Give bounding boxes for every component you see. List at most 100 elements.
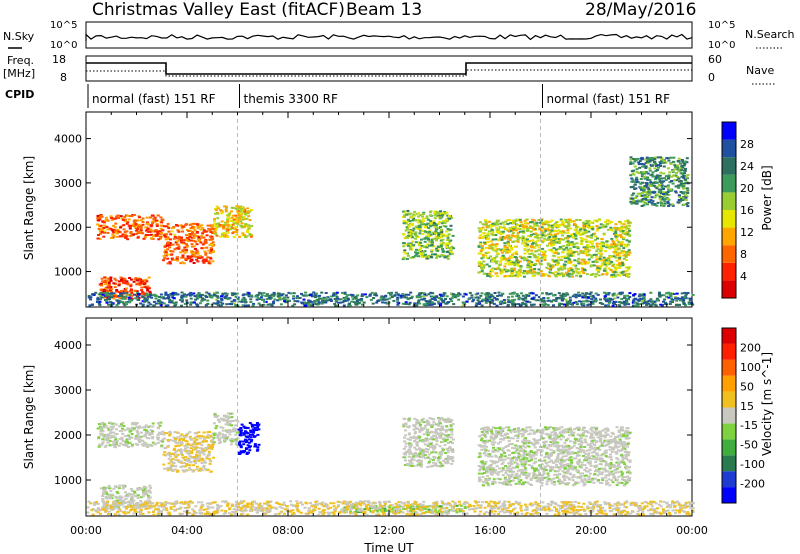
echo-cell: [118, 283, 121, 286]
echo-cell: [533, 219, 537, 222]
echo-cell: [439, 304, 443, 307]
echo-cell: [506, 298, 510, 301]
echo-cell: [594, 297, 598, 300]
echo-cell: [526, 243, 530, 246]
echo-cell: [339, 298, 343, 301]
echo-cell: [130, 436, 133, 439]
echo-cell: [226, 224, 230, 227]
echo-cell: [510, 229, 513, 232]
echo-cell: [249, 301, 253, 303]
echo-cell: [539, 259, 543, 262]
echo-cell: [283, 300, 286, 303]
echo-cell: [518, 230, 522, 233]
echo-cell: [418, 249, 422, 252]
echo-cell: [614, 246, 618, 249]
echo-cell: [103, 423, 107, 426]
echo-cell: [596, 237, 599, 240]
echo-cell: [660, 192, 664, 195]
echo-cell: [96, 237, 100, 240]
echo-cell: [412, 217, 416, 220]
echo-cell: [192, 239, 196, 242]
echo-cell: [662, 165, 666, 168]
echo-cell: [499, 256, 503, 259]
echo-cell: [389, 292, 393, 295]
echo-cell: [126, 214, 130, 217]
echo-cell: [450, 292, 454, 295]
echo-cell: [612, 263, 616, 266]
echo-cell: [567, 224, 571, 227]
echo-cell: [160, 301, 164, 304]
echo-cell: [655, 299, 659, 302]
echo-cell: [115, 497, 119, 500]
echo-cell: [436, 222, 440, 225]
echo-cell: [571, 295, 575, 298]
echo-cell: [679, 200, 682, 203]
echo-cell: [509, 260, 513, 263]
echo-cell: [446, 214, 450, 217]
echo-cell: [566, 237, 570, 240]
echo-cell: [435, 211, 439, 214]
echo-cell: [296, 300, 300, 303]
echo-cell: [578, 219, 582, 221]
echo-cell: [431, 292, 435, 295]
echo-cell: [682, 191, 686, 194]
echo-cell: [550, 264, 554, 267]
echo-cell: [198, 225, 202, 228]
echo-cell: [505, 270, 509, 273]
echo-cell: [199, 228, 203, 231]
echo-cell: [532, 296, 536, 299]
echo-cell: [137, 223, 141, 226]
nave-tick-bottom: 0: [708, 71, 715, 84]
echo-cell: [654, 175, 658, 178]
echo-cell: [199, 255, 202, 257]
echo-cell: [503, 300, 506, 303]
echo-cell: [606, 244, 610, 247]
echo-cell: [407, 212, 411, 215]
echo-cell: [562, 303, 566, 306]
echo-cell: [166, 248, 170, 251]
echo-cell: [656, 156, 660, 159]
echo-cell: [530, 239, 534, 242]
echo-cell: [194, 436, 198, 438]
echo-cell: [523, 244, 527, 247]
echo-cell: [660, 304, 664, 307]
echo-cell: [396, 298, 400, 301]
echo-cell: [121, 277, 125, 280]
echo-cell: [343, 291, 347, 294]
echo-cell: [643, 187, 647, 190]
echo-cell: [445, 220, 449, 223]
echo-cell: [674, 191, 678, 194]
echo-cell: [532, 270, 536, 273]
echo-cell: [559, 218, 563, 221]
echo-cell: [641, 194, 645, 197]
echo-cell: [296, 296, 300, 299]
echo-cell: [635, 181, 639, 183]
echo-cell: [487, 273, 490, 276]
echo-cell: [552, 239, 556, 242]
echo-cell: [286, 296, 290, 299]
echo-cell: [175, 243, 179, 246]
echo-cell: [231, 294, 235, 297]
echo-cell: [303, 301, 306, 304]
echo-cell: [557, 302, 561, 305]
echo-cell: [405, 226, 409, 229]
echo-cell: [491, 231, 495, 234]
echo-cell: [411, 232, 415, 235]
echo-cell: [412, 213, 416, 216]
echo-cell: [674, 190, 678, 193]
echo-cell: [199, 468, 202, 471]
echo-cell: [396, 301, 400, 304]
echo-cell: [557, 292, 561, 295]
echo-cell: [568, 262, 572, 265]
echo-cell: [112, 444, 116, 447]
echo-cell: [409, 248, 412, 250]
echo-cell: [139, 436, 142, 439]
nave-label: Nave: [746, 64, 774, 77]
echo-cell: [239, 224, 243, 227]
echo-cell: [649, 298, 653, 301]
echo-cell: [534, 242, 538, 245]
echo-cell: [167, 253, 171, 256]
echo-cell: [204, 304, 208, 307]
echo-cell: [181, 465, 185, 468]
echo-cell: [202, 258, 206, 261]
